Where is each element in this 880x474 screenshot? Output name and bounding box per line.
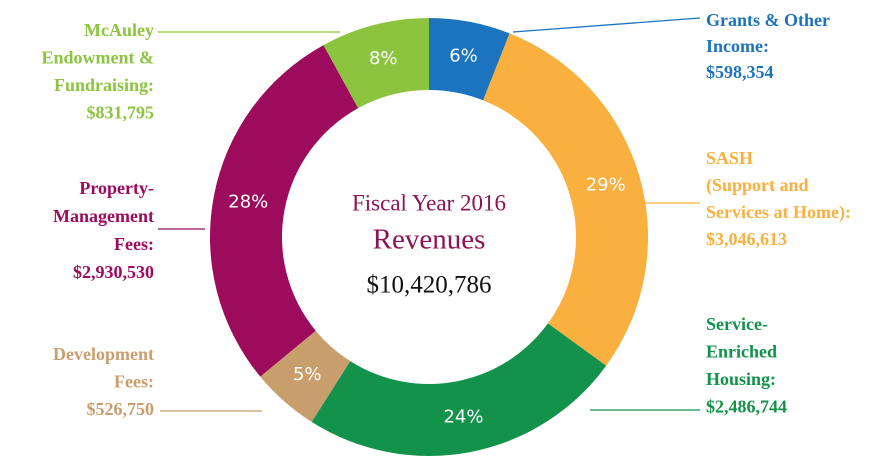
value-label: 28% <box>228 192 268 213</box>
category-label: Fees: <box>114 234 154 254</box>
amount-label: $2,930,530 <box>73 262 154 282</box>
chart-subtitle: Revenues <box>373 224 486 256</box>
donut-segment <box>323 18 429 109</box>
donut-segment <box>260 330 351 422</box>
category-label: Endowment & <box>41 48 154 68</box>
amount-label: $831,795 <box>87 103 155 123</box>
category-label: Service- <box>706 314 768 334</box>
donut-segment <box>210 45 359 377</box>
value-label: 24% <box>443 407 483 428</box>
donut-segment <box>311 323 607 456</box>
value-label: 8% <box>369 48 398 69</box>
amount-label: $526,750 <box>87 399 155 419</box>
category-label: Services at Home): <box>706 202 851 223</box>
category-label: Income: <box>706 36 769 56</box>
category-label: SASH <box>706 148 753 168</box>
donut-segment <box>483 33 648 366</box>
segments <box>210 18 648 456</box>
category-label: (Support and <box>706 175 809 196</box>
donut-segment <box>429 18 510 101</box>
category-label: McAuley <box>84 20 154 40</box>
category-label: Development <box>53 344 154 364</box>
leader-line <box>512 17 701 33</box>
value-label: 29% <box>586 175 626 196</box>
amount-label: $598,354 <box>706 62 774 82</box>
value-label: 5% <box>293 364 322 385</box>
amount-label: $2,486,744 <box>706 397 787 417</box>
category-label: Fees: <box>114 372 154 392</box>
value-label: 6% <box>449 45 478 66</box>
amount-label: $3,046,613 <box>706 229 787 249</box>
category-label: Enriched <box>706 342 777 362</box>
category-label: Fundraising: <box>54 75 154 95</box>
category-label: Housing: <box>706 369 776 389</box>
category-label: Property- <box>79 178 154 198</box>
total: $10,420,786 <box>367 272 492 299</box>
category-label: Grants & Other <box>706 10 830 30</box>
chart-title: Fiscal Year 2016 <box>352 190 506 215</box>
category-label: Management <box>53 206 154 226</box>
